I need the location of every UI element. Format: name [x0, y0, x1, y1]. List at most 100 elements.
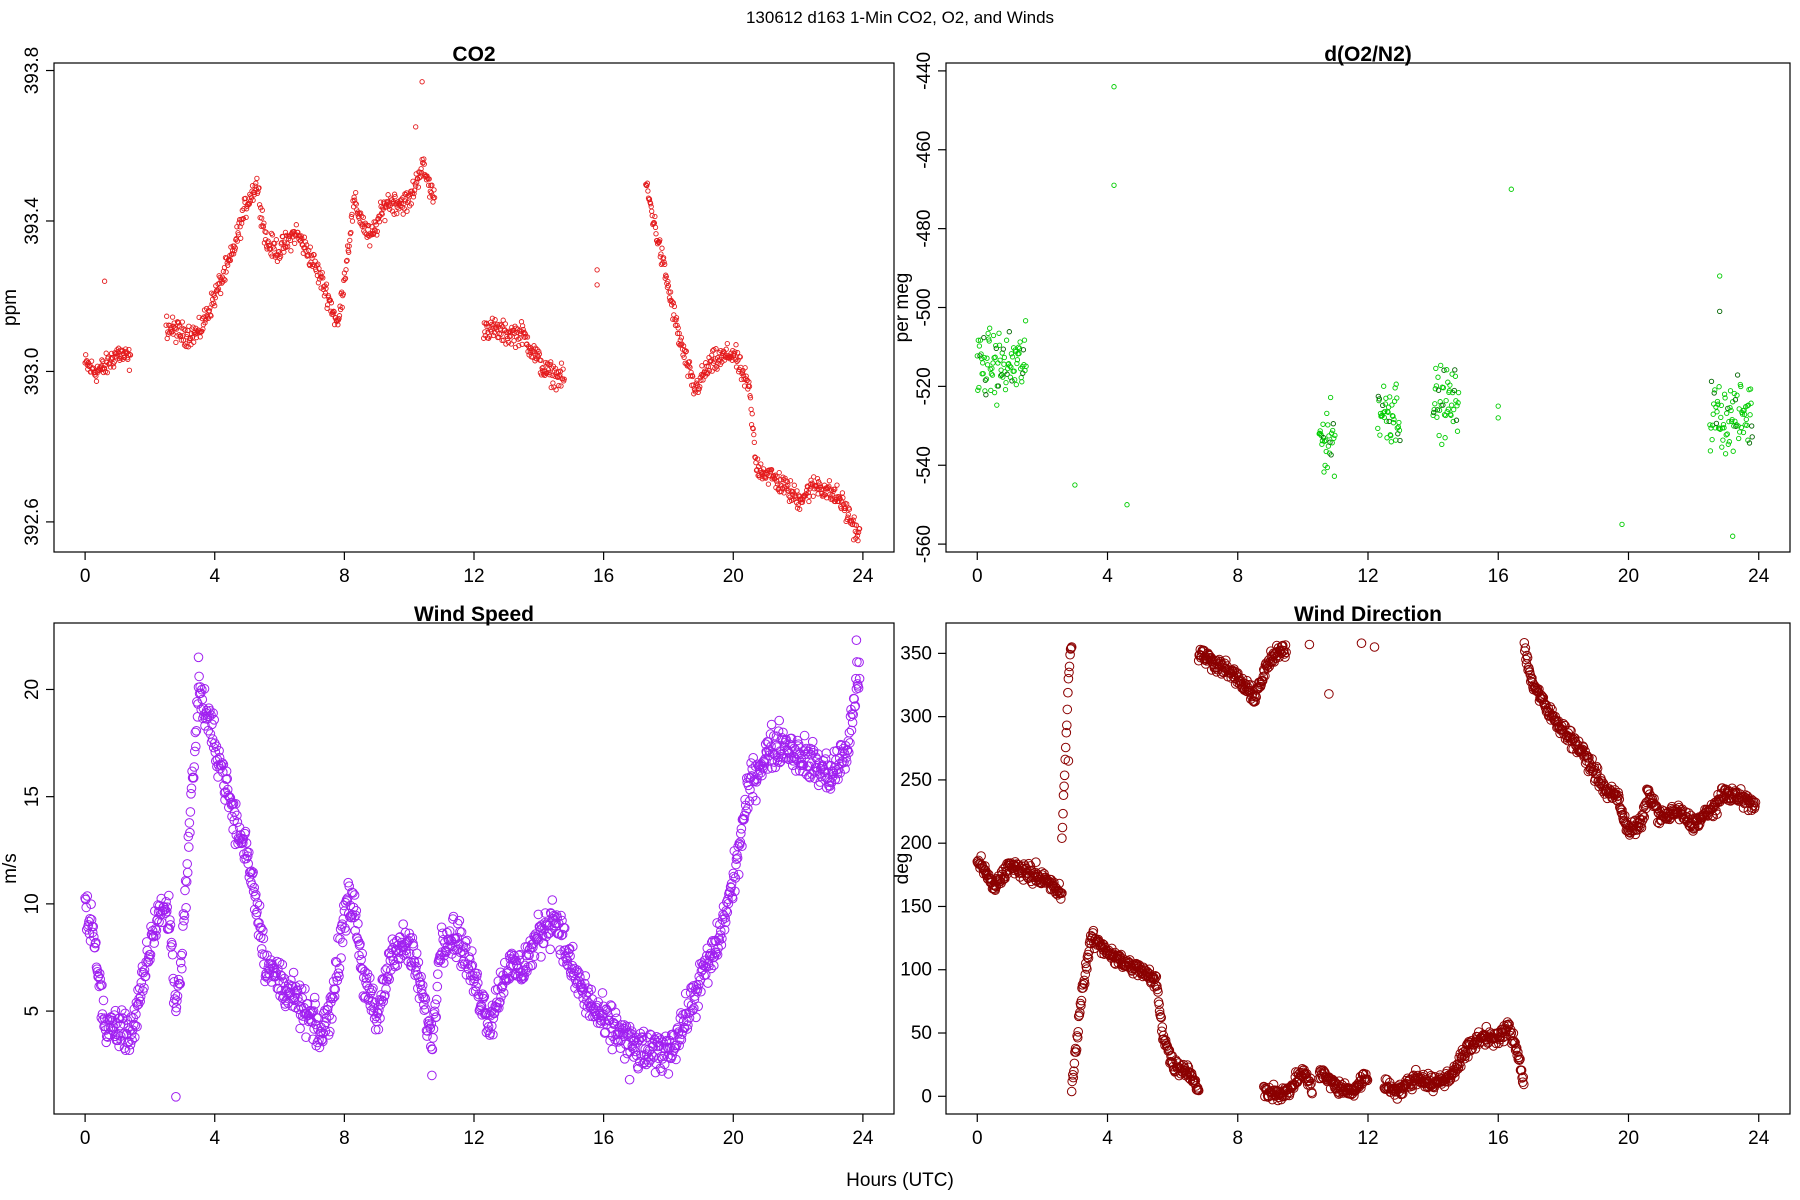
wspd-point	[145, 954, 155, 965]
o2-point	[980, 370, 986, 377]
wspd-point	[527, 960, 538, 971]
wspd-point	[609, 1018, 620, 1029]
co2-point	[839, 490, 846, 496]
co2-point	[255, 188, 261, 195]
o2-point	[991, 389, 998, 396]
o2-point	[1495, 415, 1501, 421]
wspd-point	[671, 1040, 682, 1050]
o2-point	[994, 402, 1000, 408]
o2-point	[1711, 390, 1717, 396]
wspd-point	[367, 985, 377, 996]
wspd-point	[847, 717, 858, 728]
co2-point	[658, 251, 664, 257]
o2-point	[1744, 422, 1750, 428]
wspd-point	[851, 635, 862, 646]
o2-point	[986, 338, 992, 344]
co2-ytick-label: 392.6	[22, 498, 43, 546]
o2-xtick-label: 8	[1232, 566, 1243, 587]
co2-point	[431, 187, 437, 193]
wspd-point	[98, 995, 109, 1006]
co2-point	[261, 220, 267, 226]
o2-point	[1324, 410, 1330, 417]
co2-point	[426, 176, 432, 182]
wspd-point	[252, 907, 262, 918]
co2-point	[652, 224, 659, 231]
o2-point	[1013, 381, 1019, 388]
wdir-point	[1057, 833, 1067, 844]
wspd-point	[126, 1029, 137, 1040]
wspd-point	[240, 826, 251, 837]
wspd-point	[301, 1009, 312, 1019]
co2-point	[747, 395, 754, 401]
co2-point	[791, 482, 797, 488]
o2-point	[1319, 438, 1326, 444]
co2-point	[425, 182, 432, 188]
co2-xtick-label: 20	[723, 566, 744, 587]
co2-point	[127, 352, 134, 358]
o2-ylabel: per meg	[892, 273, 913, 343]
wspd-point	[495, 997, 505, 1007]
co2-point	[360, 214, 366, 221]
co2-point	[374, 228, 380, 235]
wdir-ytick-label: 150	[900, 896, 932, 917]
co2-title: CO2	[452, 43, 495, 66]
wspd-point	[167, 940, 177, 950]
wspd-point	[711, 948, 722, 958]
wspd-point	[799, 730, 810, 741]
wspd-point	[538, 938, 549, 948]
co2-point	[854, 532, 861, 539]
wdir-point	[1058, 808, 1068, 819]
o2-point	[1747, 386, 1754, 392]
o2-point	[1323, 437, 1329, 443]
o2-point	[1396, 427, 1403, 434]
o2-point	[1006, 329, 1012, 335]
wspd-point	[696, 986, 706, 997]
o2-point	[1433, 383, 1440, 389]
wspd-point	[706, 937, 717, 948]
co2-point	[119, 347, 126, 354]
o2-point	[1731, 390, 1737, 397]
wspd-point	[136, 977, 147, 988]
co2-panel: CO2 ppm 0 4 8 12 16 20 24 392.6 393.0 393.4 393.8	[0, 43, 895, 587]
co2-point	[846, 506, 853, 512]
o2-point	[1710, 411, 1716, 417]
co2-point	[191, 330, 197, 336]
wspd-point	[584, 1011, 595, 1021]
co2-point	[179, 319, 185, 325]
co2-xtick-label: 8	[339, 566, 350, 587]
wspd-point	[728, 868, 739, 879]
o2-point	[1443, 397, 1449, 404]
wspd-point	[192, 697, 202, 707]
co2-point	[429, 182, 435, 188]
co2-point	[93, 373, 99, 379]
o2-point	[1001, 361, 1007, 367]
co2-point	[851, 514, 857, 520]
wspd-point	[430, 999, 440, 1010]
co2-xtick-label: 0	[80, 566, 91, 587]
wspd-point	[349, 890, 360, 900]
co2-point	[320, 275, 326, 281]
co2-point	[825, 484, 831, 491]
co2-point	[541, 371, 547, 377]
wspd-point	[310, 999, 321, 1009]
co2-point	[413, 124, 419, 130]
wspd-point	[398, 919, 409, 930]
co2-point	[353, 189, 359, 196]
o2-point	[1012, 377, 1018, 383]
co2-point	[375, 216, 382, 222]
wspd-point	[188, 773, 199, 783]
co2-point	[774, 473, 780, 480]
wspd-point	[167, 949, 178, 960]
wspd-point	[559, 923, 570, 933]
wspd-point	[653, 1053, 664, 1064]
co2-point	[404, 208, 410, 214]
wspd-point	[421, 1004, 431, 1014]
wspd-xtick-label: 24	[852, 1128, 874, 1149]
co2-point	[749, 411, 755, 417]
wspd-point	[336, 953, 346, 963]
wspd-point	[767, 763, 777, 773]
wspd-point	[556, 910, 566, 921]
co2-point	[536, 348, 542, 355]
co2-point	[190, 324, 196, 330]
wspd-point	[554, 929, 565, 939]
